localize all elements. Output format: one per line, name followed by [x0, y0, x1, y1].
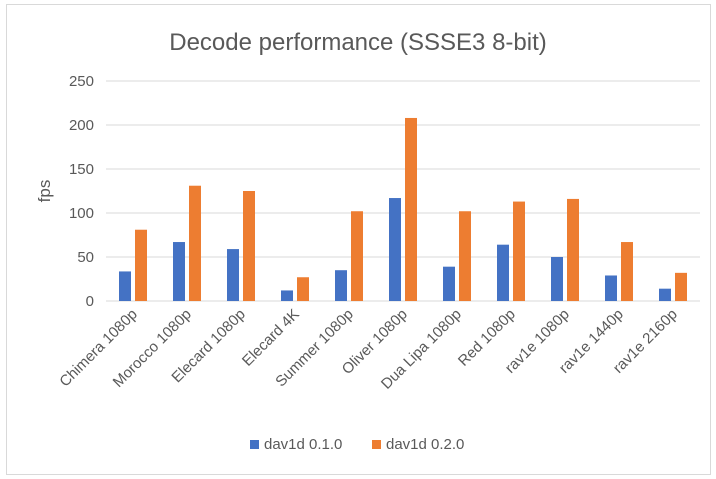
chart-title: Decode performance (SSSE3 8-bit): [169, 29, 547, 56]
bar-dav1d-0-1-0: [659, 288, 671, 301]
bar-dav1d-0-1-0: [281, 290, 293, 301]
bar-dav1d-0-1-0: [443, 266, 455, 301]
bar-dav1d-0-1-0: [119, 271, 131, 301]
bar-dav1d-0-2-0: [621, 242, 633, 301]
bar-dav1d-0-1-0: [497, 244, 509, 301]
legend-label: dav1d 0.1.0: [264, 436, 342, 453]
bar-dav1d-0-2-0: [243, 191, 255, 301]
bar-dav1d-0-1-0: [551, 257, 563, 301]
legend-swatch: [372, 440, 381, 449]
bar-dav1d-0-2-0: [459, 211, 471, 301]
bar-dav1d-0-2-0: [135, 229, 147, 301]
y-tick-label: 50: [77, 249, 94, 266]
bar-dav1d-0-2-0: [405, 117, 417, 302]
bar-dav1d-0-2-0: [675, 272, 687, 301]
bar-dav1d-0-1-0: [335, 270, 347, 301]
bar-dav1d-0-2-0: [351, 211, 363, 301]
bar-dav1d-0-2-0: [567, 198, 579, 301]
bar-dav1d-0-1-0: [227, 249, 239, 301]
y-tick-label: 150: [69, 161, 94, 178]
bar-dav1d-0-1-0: [173, 242, 185, 301]
legend-swatch: [250, 440, 259, 449]
y-tick-label: 100: [69, 205, 94, 222]
y-axis-label: fps: [35, 180, 54, 203]
bar-dav1d-0-2-0: [189, 185, 201, 301]
bar-dav1d-0-2-0: [297, 277, 309, 301]
bar-dav1d-0-1-0: [389, 198, 401, 301]
y-tick-label: 250: [69, 73, 94, 90]
legend-label: dav1d 0.2.0: [386, 436, 464, 453]
y-tick-label: 200: [69, 117, 94, 134]
bar-dav1d-0-2-0: [513, 201, 525, 301]
bar-dav1d-0-1-0: [605, 275, 617, 301]
y-tick-label: 0: [86, 293, 94, 310]
